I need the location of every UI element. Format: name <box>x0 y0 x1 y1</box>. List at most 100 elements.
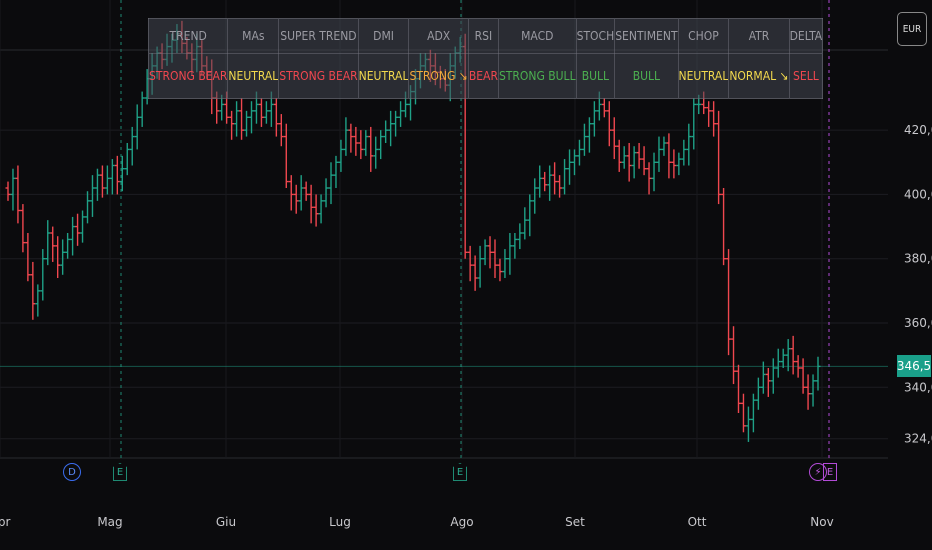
ohlc-bar <box>611 117 617 160</box>
indicator-value-super-trend: STRONG BEAR <box>278 53 359 99</box>
ohlc-bar <box>537 165 543 198</box>
ohlc-bar <box>328 162 334 205</box>
ohlc-bar <box>591 101 597 137</box>
ohlc-bar <box>219 94 225 121</box>
ohlc-bar <box>641 146 647 176</box>
y-tick-label: 420,0 <box>904 123 932 137</box>
ohlc-bar <box>94 168 100 201</box>
ohlc-bar <box>467 245 473 282</box>
ohlc-bar <box>686 123 692 166</box>
indicator-value-chop: NEUTRAL <box>678 53 730 99</box>
ohlc-bar <box>368 126 374 172</box>
ohlc-bar <box>750 393 756 433</box>
ohlc-bar <box>65 233 71 259</box>
indicator-value-sentiment: BULL <box>614 53 679 99</box>
ohlc-bar <box>745 406 751 442</box>
ohlc-bar <box>338 139 344 172</box>
ohlc-bar <box>552 162 558 195</box>
ohlc-bar <box>15 165 21 224</box>
y-tick-label: 400,0 <box>904 187 932 201</box>
indicator-header-chop: CHOP <box>678 18 730 54</box>
ohlc-bar <box>760 361 766 394</box>
ohlc-bar <box>373 136 379 169</box>
ohlc-bar <box>805 374 811 410</box>
ohlc-bar <box>666 133 672 179</box>
ohlc-bar <box>795 355 801 378</box>
ohlc-bar <box>815 356 821 391</box>
ohlc-bar <box>388 110 394 147</box>
indicator-value-macd: STRONG BULL <box>498 53 577 99</box>
ohlc-bar <box>527 194 533 237</box>
indicator-header-macd: MACD <box>498 18 577 54</box>
ohlc-bar <box>318 194 324 224</box>
ohlc-bar <box>532 178 538 214</box>
ohlc-bar <box>770 358 776 394</box>
indicator-value-mas: NEUTRAL <box>227 53 280 99</box>
ohlc-bar <box>134 104 140 150</box>
ohlc-bar <box>681 139 687 166</box>
ohlc-bar <box>522 207 528 240</box>
ohlc-bar <box>775 348 781 378</box>
indicator-header-delta: DELTA <box>789 18 823 54</box>
ohlc-bar <box>109 159 115 195</box>
ohlc-bar <box>636 143 642 169</box>
indicator-header-atr: ATR <box>728 18 790 54</box>
dividend-marker[interactable]: D <box>63 463 81 481</box>
ohlc-bar <box>139 91 145 127</box>
indicator-value-delta: SELL <box>793 69 819 83</box>
ohlc-bar <box>482 239 488 266</box>
indicator-header-sentiment: SENTIMENT <box>614 18 679 54</box>
ohlc-bar <box>25 233 31 282</box>
ohlc-bar <box>35 284 41 317</box>
ohlc-bar <box>258 98 264 127</box>
ohlc-bar <box>512 233 518 259</box>
y-tick-label: 360,0 <box>904 316 932 330</box>
ohlc-bar <box>671 149 677 179</box>
indicator-header-trend: TREND <box>148 18 229 54</box>
ohlc-bar <box>323 178 329 208</box>
ohlc-bar <box>606 101 612 147</box>
earnings-marker[interactable]: E <box>113 463 127 481</box>
ohlc-bar <box>333 155 339 188</box>
ohlc-bar <box>353 126 359 156</box>
ohlc-bar <box>626 143 632 182</box>
ohlc-bar <box>646 162 652 195</box>
ohlc-bar <box>278 114 284 147</box>
ohlc-bar <box>393 110 399 137</box>
indicator-header-stoch: STOCH <box>576 18 616 54</box>
ohlc-bar <box>601 98 607 118</box>
ohlc-bar <box>487 236 493 269</box>
ohlc-bar <box>765 368 771 397</box>
ohlc-bar <box>567 149 573 185</box>
earnings-upcoming-marker[interactable]: E <box>823 463 837 481</box>
indicator-header-rsi: RSI <box>468 18 499 54</box>
ohlc-bar <box>398 101 404 127</box>
ohlc-bar <box>80 210 86 243</box>
ohlc-bar <box>586 117 592 153</box>
ohlc-bar <box>661 136 667 156</box>
currency-button[interactable]: EUR <box>897 12 927 46</box>
last-price-tag: 346,5 <box>897 355 931 378</box>
x-tick-label: Ott <box>688 515 707 529</box>
ohlc-bar <box>631 146 637 179</box>
ohlc-bar <box>656 136 662 172</box>
ohlc-bar <box>716 110 722 205</box>
ohlc-bar <box>358 130 364 160</box>
ohlc-bar <box>114 155 120 195</box>
indicator-value-adx: STRONG ↘ <box>408 53 469 99</box>
earnings-marker[interactable]: E <box>453 463 467 481</box>
ohlc-bar <box>497 258 503 282</box>
ohlc-bar <box>740 393 746 433</box>
ohlc-bar <box>378 130 384 160</box>
ohlc-bar <box>691 98 697 150</box>
ohlc-bar <box>293 184 299 214</box>
x-tick-label: Ago <box>450 515 473 529</box>
split-marker[interactable]: ⚡ <box>809 463 827 481</box>
indicator-table: TREND MAs SUPER TREND DMI ADX RSI MACD STOCH SEN… <box>148 18 824 99</box>
ohlc-bar <box>547 165 553 201</box>
indicator-value-rsi: BEAR <box>468 53 499 99</box>
ohlc-bar <box>557 175 563 198</box>
indicator-value-stoch: BULL <box>576 53 616 99</box>
ohlc-bar <box>502 249 508 278</box>
y-tick-label: 380,0 <box>904 252 932 266</box>
